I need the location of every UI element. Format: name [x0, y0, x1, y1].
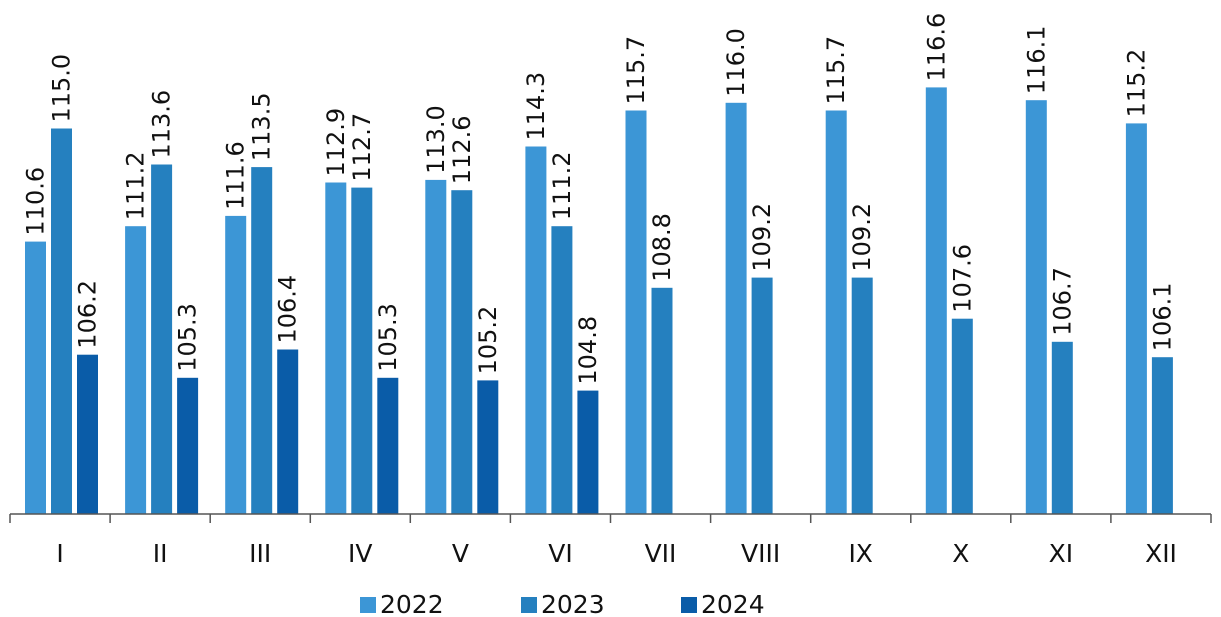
data-label-2023-II: 113.6	[148, 90, 176, 159]
bar-2023-XI	[1051, 341, 1073, 514]
bar-2022-II	[125, 226, 147, 514]
legend: 2022 2023 2024	[360, 590, 765, 617]
data-label-2022-VI: 114.3	[522, 72, 550, 141]
bar-2024-II	[177, 377, 199, 514]
data-labels-layer: 110.6115.0106.2111.2113.6105.3111.6113.5…	[22, 13, 1177, 385]
data-label-2024-VI: 104.8	[574, 316, 602, 385]
data-label-2022-I: 110.6	[22, 167, 50, 236]
bar-2024-I	[77, 354, 98, 514]
data-label-2023-IV: 112.7	[348, 113, 376, 182]
data-label-2022-XI: 116.1	[1022, 25, 1050, 94]
data-label-2022-VIII: 116.0	[722, 28, 750, 97]
bar-2022-VIII	[725, 102, 747, 515]
x-tick-label-VIII: VIII	[741, 539, 780, 568]
bar-2023-IV	[351, 187, 373, 514]
data-label-2022-V: 113.0	[422, 105, 450, 174]
data-label-2022-IV: 112.9	[322, 108, 350, 177]
bar-2024-V	[477, 380, 499, 514]
bar-2023-VIII	[751, 277, 773, 514]
bar-2023-VI	[551, 226, 573, 514]
legend-label-2022: 2022	[380, 590, 444, 617]
x-ticks-layer	[9, 514, 1212, 523]
x-tick-label-IX: IX	[848, 539, 873, 568]
bar-2022-IV	[325, 182, 347, 514]
legend-swatch-2024	[681, 597, 697, 613]
bar-2022-XII	[1125, 123, 1147, 515]
data-label-2023-V: 112.6	[448, 115, 476, 184]
bar-2023-XII	[1151, 357, 1173, 514]
data-label-2023-XII: 106.1	[1148, 282, 1176, 351]
bar-2024-VI	[577, 390, 599, 514]
data-label-2023-XI: 106.7	[1048, 267, 1076, 336]
bar-2022-V	[425, 179, 447, 514]
data-label-2022-II: 111.2	[122, 151, 150, 220]
data-label-2023-X: 107.6	[948, 244, 976, 313]
bar-2023-IX	[851, 277, 873, 514]
x-tick-label-VII: VII	[645, 539, 677, 568]
legend-swatch-2023	[521, 597, 537, 613]
bar-2023-VII	[651, 287, 673, 514]
legend-label-2024: 2024	[701, 590, 765, 617]
bar-2022-IX	[825, 110, 847, 514]
data-label-2024-V: 105.2	[474, 306, 502, 375]
legend-label-2023: 2023	[541, 590, 605, 617]
data-label-2022-III: 111.6	[222, 141, 250, 210]
x-tick-labels-layer: I II III IV V VI VII VIII IX X XI XII	[56, 539, 1177, 568]
bars-layer	[25, 87, 1173, 515]
data-label-2023-VII: 108.8	[648, 213, 676, 282]
bar-2022-VII	[625, 110, 647, 514]
data-label-2023-III: 113.5	[248, 92, 276, 161]
bar-2023-X	[951, 318, 973, 514]
data-label-2024-IV: 105.3	[374, 303, 402, 372]
data-label-2024-II: 105.3	[174, 303, 202, 372]
bar-2023-V	[451, 190, 473, 514]
x-tick-label-X: X	[952, 539, 969, 568]
data-label-2024-I: 106.2	[74, 280, 102, 349]
data-label-2023-VI: 111.2	[548, 151, 576, 220]
x-tick-label-III: III	[249, 539, 271, 568]
data-label-2022-IX: 115.7	[822, 36, 850, 105]
bar-2022-XI	[1025, 100, 1047, 514]
x-tick-label-VI: VI	[548, 539, 572, 568]
bar-2022-VI	[525, 146, 547, 514]
bar-2024-III	[277, 349, 299, 514]
bar-2022-I	[25, 241, 46, 514]
legend-swatch-2022	[360, 597, 376, 613]
x-tick-label-XII: XII	[1145, 539, 1177, 568]
data-label-2024-III: 106.4	[274, 275, 302, 344]
bar-2023-II	[151, 164, 173, 514]
bar-2022-X	[925, 87, 947, 515]
x-tick-label-V: V	[452, 539, 469, 568]
data-label-2022-XII: 115.2	[1122, 49, 1150, 118]
bar-2024-IV	[377, 377, 399, 514]
bar-2023-I	[51, 128, 72, 514]
x-tick-label-XI: XI	[1049, 539, 1074, 568]
bar-2023-III	[251, 167, 273, 514]
data-label-2023-VIII: 109.2	[748, 203, 776, 272]
data-label-2023-IX: 109.2	[848, 203, 876, 272]
data-label-2022-X: 116.6	[922, 13, 950, 82]
x-tick-label-IV: IV	[348, 539, 372, 568]
x-tick-label-I: I	[56, 539, 63, 568]
data-label-2023-I: 115.0	[48, 54, 76, 123]
x-tick-label-II: II	[153, 539, 168, 568]
data-label-2022-VII: 115.7	[622, 36, 650, 105]
bar-2022-III	[225, 215, 247, 514]
